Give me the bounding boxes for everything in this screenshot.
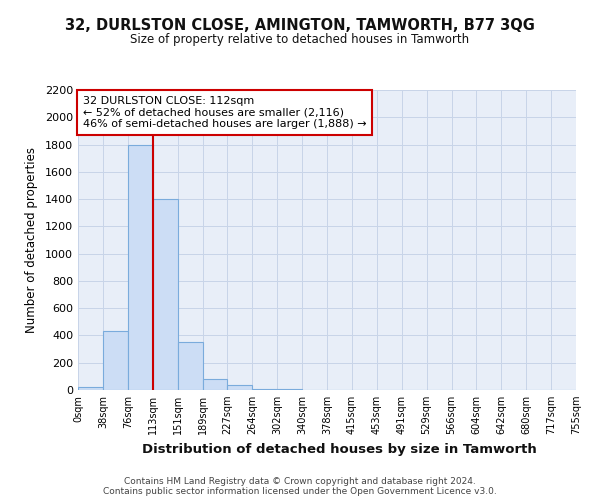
Bar <box>78 388 103 390</box>
Y-axis label: Number of detached properties: Number of detached properties <box>25 147 38 333</box>
Bar <box>178 342 203 390</box>
Bar <box>253 388 277 390</box>
Text: Size of property relative to detached houses in Tamworth: Size of property relative to detached ho… <box>130 32 470 46</box>
Bar <box>152 199 178 390</box>
Text: Contains public sector information licensed under the Open Government Licence v3: Contains public sector information licen… <box>103 488 497 496</box>
Bar <box>203 379 227 390</box>
Text: 32, DURLSTON CLOSE, AMINGTON, TAMWORTH, B77 3QG: 32, DURLSTON CLOSE, AMINGTON, TAMWORTH, … <box>65 18 535 32</box>
Bar <box>227 385 253 390</box>
Text: Contains HM Land Registry data © Crown copyright and database right 2024.: Contains HM Land Registry data © Crown c… <box>124 478 476 486</box>
Text: 32 DURLSTON CLOSE: 112sqm
← 52% of detached houses are smaller (2,116)
46% of se: 32 DURLSTON CLOSE: 112sqm ← 52% of detac… <box>83 96 367 129</box>
Bar <box>128 144 153 390</box>
Bar <box>103 332 128 390</box>
Text: Distribution of detached houses by size in Tamworth: Distribution of detached houses by size … <box>142 442 536 456</box>
